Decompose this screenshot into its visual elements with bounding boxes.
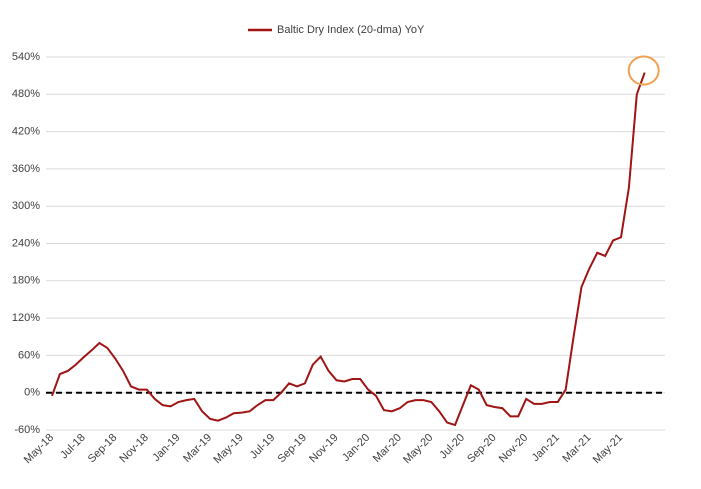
x-tick-label: Jan-19	[150, 432, 182, 464]
x-tick-label: Sep-20	[465, 432, 499, 466]
x-tick-label: May-21	[591, 432, 625, 466]
x-tick-label: Jul-19	[248, 432, 278, 462]
y-tick-label: -60%	[14, 424, 40, 436]
y-tick-label: 60%	[18, 349, 40, 361]
y-tick-label: 420%	[12, 126, 40, 138]
y-tick-label: 540%	[12, 51, 40, 63]
x-tick-label: Sep-19	[275, 432, 309, 466]
x-tick-label: May-19	[211, 432, 245, 466]
x-tick-label: Nov-20	[497, 432, 531, 466]
x-tick-label: Jul-18	[58, 432, 88, 462]
series-line	[51, 72, 646, 427]
x-tick-label: Nov-18	[117, 432, 151, 466]
highlight-circle	[627, 55, 660, 86]
x-tick-label: Sep-18	[86, 432, 120, 466]
y-tick-label: 480%	[12, 88, 40, 100]
y-tick-label: 300%	[12, 200, 40, 212]
y-tick-label: 120%	[12, 312, 40, 324]
x-tick-label: May-18	[22, 432, 56, 466]
legend-label: Baltic Dry Index (20-dma) YoY	[277, 24, 425, 36]
x-tick-label: Nov-19	[307, 432, 341, 466]
x-tick-label: Mar-21	[560, 432, 593, 465]
x-tick-label: Mar-19	[181, 432, 214, 465]
x-tick-label: Jan-20	[340, 432, 372, 464]
y-tick-label: 360%	[12, 163, 40, 175]
y-tick-label: 180%	[12, 275, 40, 287]
x-tick-label: Mar-20	[371, 432, 404, 465]
x-tick-label: Jul-20	[437, 432, 467, 462]
y-tick-label: 240%	[12, 237, 40, 249]
x-tick-label: Jan-21	[530, 432, 562, 464]
x-tick-label: May-20	[401, 432, 435, 466]
y-tick-label: 0%	[24, 387, 40, 399]
